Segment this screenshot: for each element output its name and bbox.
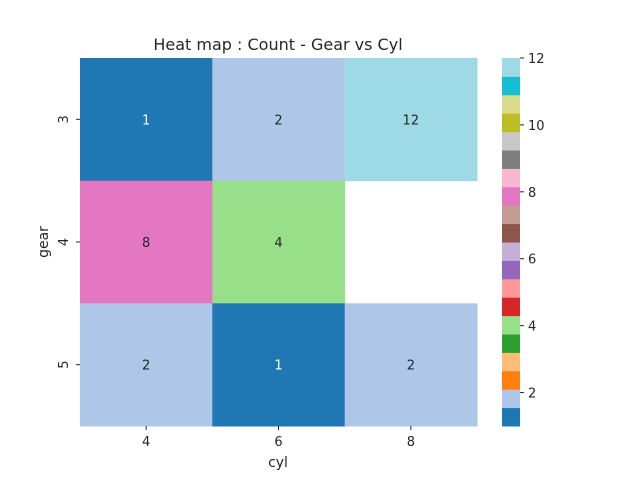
colorbar-segment [502, 76, 520, 96]
heatmap-cell [80, 303, 213, 427]
colorbar-segment [502, 260, 520, 280]
colorbar-segment [502, 58, 520, 77]
colorbar-ticks: 2 4 6 8 10 12 [520, 52, 545, 402]
cell-value-label: 12 [403, 113, 420, 128]
colorbar-tick-label: 10 [528, 119, 545, 134]
colorbar-segment [502, 389, 520, 409]
colorbar-tick-label: 12 [528, 52, 545, 67]
heatmap-cell [344, 303, 478, 427]
colorbar-segment [502, 113, 520, 133]
x-tick-label: 6 [274, 435, 282, 450]
x-axis-ticks: 4 6 8 [142, 426, 415, 450]
colorbar-segment [502, 223, 520, 243]
cell-value-label: 2 [142, 359, 150, 374]
y-tick-label: 5 [57, 361, 72, 369]
cell-value-label: 2 [274, 113, 282, 128]
cell-value-label: 8 [142, 236, 150, 251]
y-axis-label: gear [36, 226, 52, 258]
colorbar-segment [502, 186, 520, 206]
colorbar-segment [502, 315, 520, 335]
colorbar-segment [502, 94, 520, 114]
heatmap-cell [212, 58, 346, 182]
colorbar-segment [502, 131, 520, 151]
colorbar-segment [502, 150, 520, 169]
heatmap-cell [212, 180, 346, 304]
heatmap-cell [80, 180, 213, 304]
colorbar-segment [502, 370, 520, 390]
colorbar-segment [502, 278, 520, 298]
colorbar-segment [502, 242, 520, 261]
colorbar-tick-label: 8 [528, 186, 536, 201]
colorbar-tick-label: 2 [528, 387, 536, 402]
colorbar-segment [502, 352, 520, 372]
colorbar [502, 58, 520, 427]
cell-value-label: 2 [407, 359, 415, 374]
y-tick-label: 4 [57, 238, 72, 246]
heatmap-cell [344, 58, 478, 182]
colorbar-segment [502, 168, 520, 188]
x-tick-label: 4 [142, 435, 150, 450]
y-axis-ticks: 3 4 5 [57, 115, 80, 369]
x-tick-label: 8 [407, 435, 415, 450]
colorbar-tick-label: 4 [528, 320, 536, 335]
colorbar-tick-label: 6 [528, 253, 536, 268]
colorbar-segment [502, 205, 520, 225]
colorbar-segment [502, 407, 520, 427]
y-tick-label: 3 [57, 115, 72, 123]
heatmap-cell [80, 58, 213, 182]
cell-value-label: 1 [142, 113, 150, 128]
cell-value-label: 1 [274, 359, 282, 374]
cell-value-label: 4 [274, 236, 282, 251]
chart-title: Heat map : Count - Gear vs Cyl [153, 35, 402, 54]
x-axis-label: cyl [268, 455, 288, 471]
heatmap-cells: 1 2 128 42 1 2 [80, 58, 478, 427]
colorbar-segment [502, 297, 520, 317]
colorbar-segment [502, 334, 520, 353]
heatmap-cell [212, 303, 346, 427]
